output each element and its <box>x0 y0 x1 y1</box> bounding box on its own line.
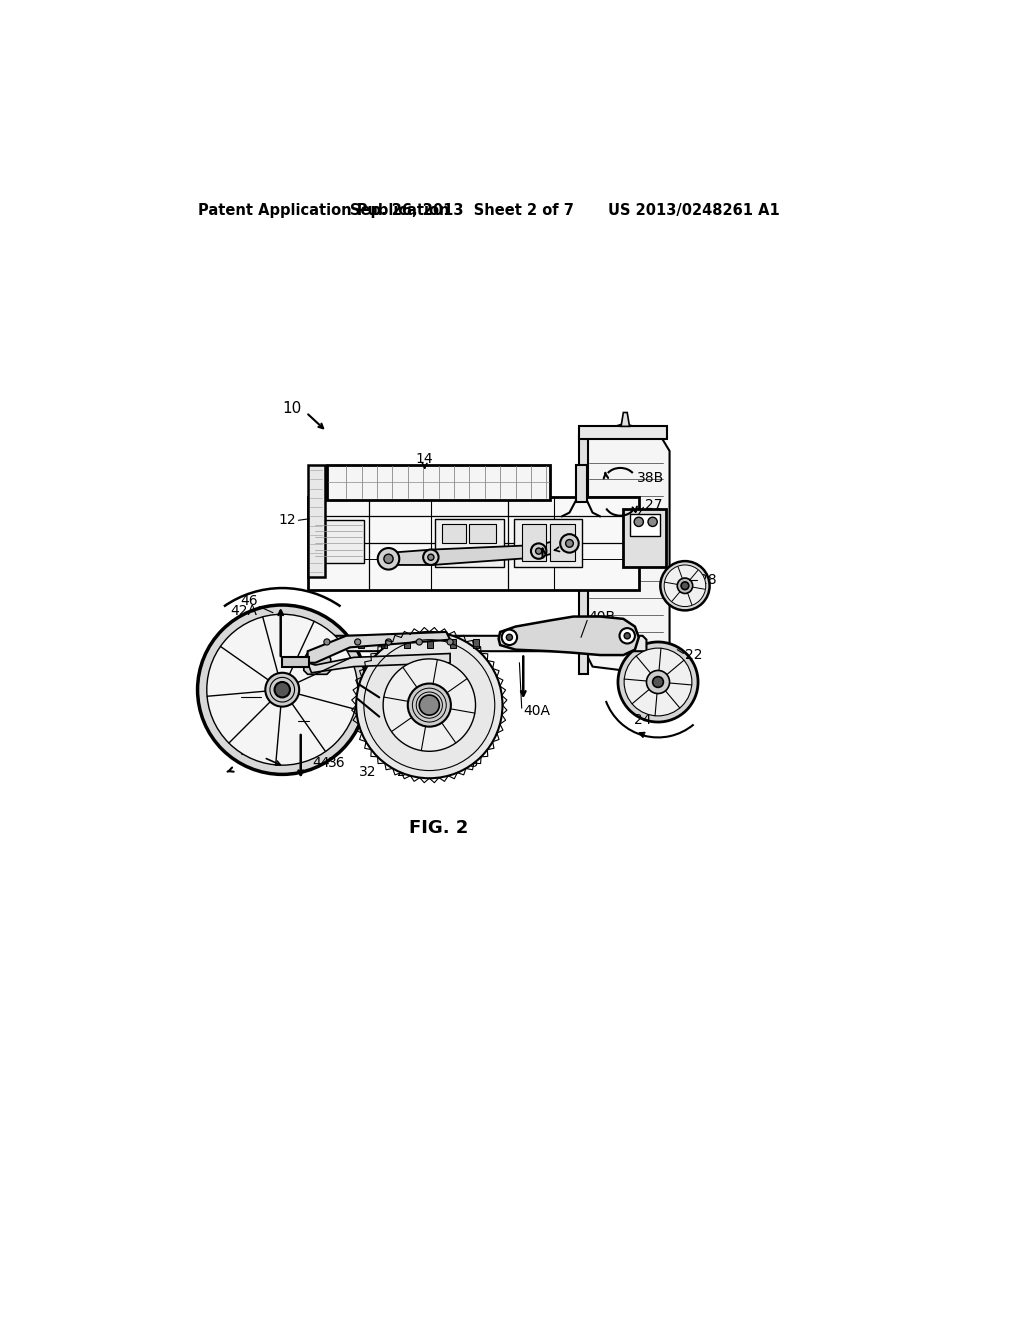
Text: 32: 32 <box>359 766 377 779</box>
Circle shape <box>681 582 689 590</box>
Circle shape <box>447 639 454 645</box>
Text: 38A: 38A <box>553 540 580 554</box>
Text: 38B: 38B <box>637 471 665 484</box>
Bar <box>307 498 639 590</box>
Text: FIG. 2: FIG. 2 <box>409 820 468 837</box>
Text: 18: 18 <box>220 690 239 705</box>
Polygon shape <box>307 653 451 673</box>
Circle shape <box>536 548 542 554</box>
Circle shape <box>660 561 710 610</box>
Circle shape <box>384 554 393 564</box>
Circle shape <box>419 696 439 715</box>
Text: 20: 20 <box>397 766 415 779</box>
Circle shape <box>648 517 657 527</box>
Text: 44: 44 <box>312 756 331 770</box>
Circle shape <box>265 673 299 706</box>
Polygon shape <box>307 636 646 651</box>
Bar <box>435 519 504 566</box>
Circle shape <box>416 639 422 645</box>
Text: 28: 28 <box>698 573 717 587</box>
Circle shape <box>565 540 573 548</box>
Circle shape <box>617 642 698 722</box>
Text: 40B: 40B <box>589 610 615 623</box>
Bar <box>550 524 574 561</box>
Text: 27: 27 <box>645 498 663 512</box>
Bar <box>307 465 325 577</box>
Text: 12: 12 <box>279 513 296 527</box>
Circle shape <box>274 682 290 697</box>
Circle shape <box>625 648 692 715</box>
Text: US 2013/0248261 A1: US 2013/0248261 A1 <box>608 203 779 218</box>
Circle shape <box>356 632 503 779</box>
Circle shape <box>198 605 367 775</box>
Circle shape <box>625 632 631 639</box>
Bar <box>283 657 309 667</box>
Circle shape <box>324 639 330 645</box>
Bar <box>630 515 660 536</box>
Circle shape <box>502 630 517 645</box>
Polygon shape <box>304 653 331 675</box>
Bar <box>313 520 364 562</box>
Circle shape <box>620 628 635 644</box>
Bar <box>327 465 550 499</box>
Circle shape <box>646 671 670 693</box>
Polygon shape <box>499 616 639 655</box>
Text: 36: 36 <box>328 756 346 770</box>
Polygon shape <box>621 412 630 426</box>
Bar <box>427 639 433 648</box>
Bar <box>469 524 497 544</box>
Text: 24: 24 <box>634 714 651 727</box>
Text: 22: 22 <box>685 648 702 663</box>
Bar <box>357 639 364 648</box>
Bar <box>381 639 387 648</box>
Text: 25: 25 <box>461 756 478 770</box>
Bar <box>521 524 547 561</box>
Bar <box>624 508 666 566</box>
Bar <box>403 639 410 648</box>
Text: Sep. 26, 2013  Sheet 2 of 7: Sep. 26, 2013 Sheet 2 of 7 <box>350 203 573 218</box>
Circle shape <box>677 578 692 594</box>
Circle shape <box>506 635 512 640</box>
Bar <box>473 639 479 648</box>
Circle shape <box>378 548 399 570</box>
Text: 36: 36 <box>645 507 663 521</box>
Text: 10: 10 <box>283 401 301 416</box>
Text: 26: 26 <box>279 714 296 727</box>
Polygon shape <box>585 424 670 675</box>
Bar <box>575 465 587 502</box>
Text: 14: 14 <box>416 451 433 466</box>
Text: 46: 46 <box>240 594 258 609</box>
Circle shape <box>207 614 357 766</box>
Circle shape <box>665 565 706 607</box>
Circle shape <box>408 684 451 726</box>
Circle shape <box>634 517 643 527</box>
Bar <box>579 436 588 675</box>
Polygon shape <box>307 632 451 663</box>
Circle shape <box>423 549 438 565</box>
Bar <box>451 639 457 648</box>
Circle shape <box>531 544 547 558</box>
Bar <box>514 519 582 566</box>
Polygon shape <box>381 537 571 565</box>
Text: Patent Application Publication: Patent Application Publication <box>199 203 450 218</box>
Text: 30: 30 <box>426 660 443 673</box>
Text: 40A: 40A <box>523 705 550 718</box>
Text: 42B: 42B <box>295 744 322 758</box>
Bar <box>335 639 341 648</box>
Circle shape <box>354 639 360 645</box>
Bar <box>579 425 668 440</box>
Circle shape <box>652 677 664 688</box>
Circle shape <box>560 535 579 553</box>
Text: 42A: 42A <box>230 605 258 618</box>
Bar <box>442 524 466 544</box>
Circle shape <box>385 639 391 645</box>
Circle shape <box>383 659 475 751</box>
Text: 34: 34 <box>240 744 258 758</box>
Circle shape <box>428 554 434 561</box>
